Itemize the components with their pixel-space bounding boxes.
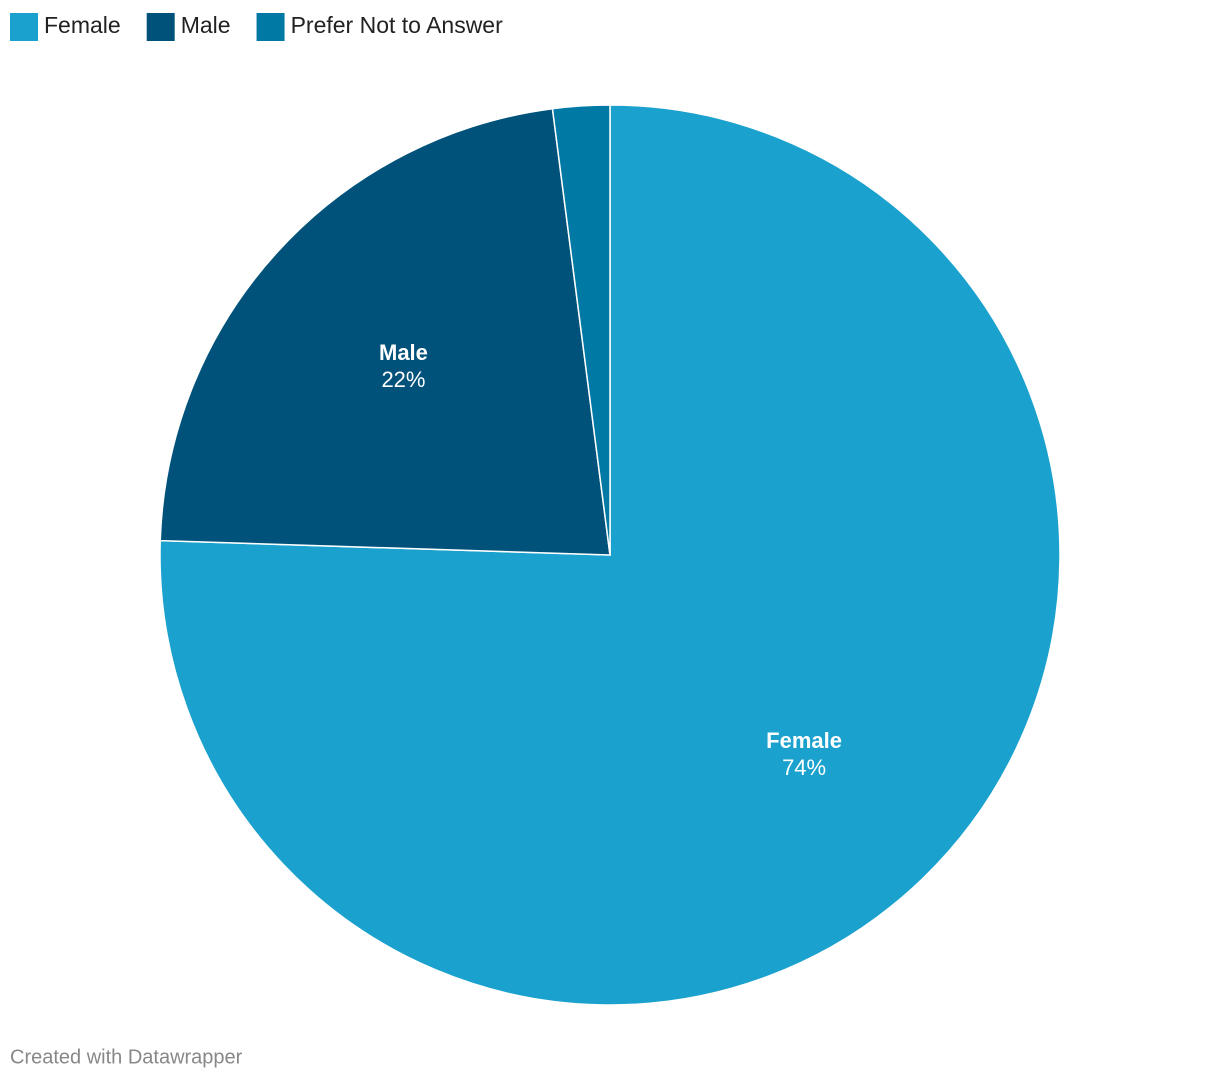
slice-value: 22% [381, 367, 425, 392]
legend-swatch [146, 13, 175, 41]
legend-label: Female [44, 12, 121, 38]
slice-label: Female [766, 728, 842, 753]
legend-label: Male [181, 12, 231, 38]
slice-label: Male [379, 340, 428, 365]
legend-label: Prefer Not to Answer [291, 12, 504, 38]
pie-slice [159, 107, 611, 556]
legend-swatch [256, 13, 285, 41]
legend-swatch [10, 13, 38, 41]
pie-slice [551, 104, 611, 556]
slice-value: 74% [782, 755, 826, 780]
credit: Created with Datawrapper [10, 1046, 243, 1068]
